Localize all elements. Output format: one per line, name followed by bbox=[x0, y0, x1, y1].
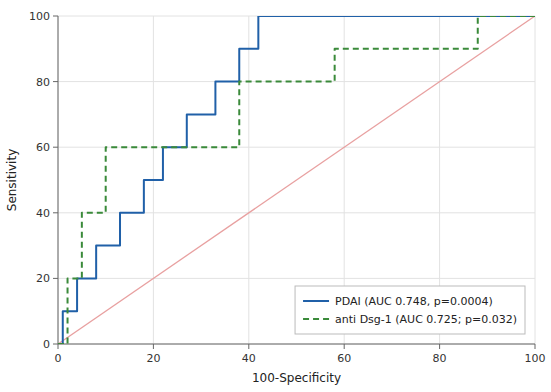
x-axis-line bbox=[58, 344, 535, 345]
chart: 0 20 40 60 80 100 0 20 40 60 80 100 100-Specificity S… bbox=[0, 0, 551, 392]
reference-line bbox=[58, 16, 535, 344]
x-axis-label: 100-Specificity bbox=[252, 371, 341, 385]
x-tick-label: 40 bbox=[242, 352, 256, 365]
x-tick bbox=[439, 344, 440, 349]
lines bbox=[58, 16, 535, 344]
x-tick-label: 80 bbox=[433, 352, 447, 365]
x-tick bbox=[344, 344, 345, 349]
x-tick bbox=[535, 344, 536, 349]
x-tick-label: 0 bbox=[55, 352, 62, 365]
y-tick-label: 60 bbox=[36, 141, 50, 154]
y-grid-line bbox=[58, 147, 535, 148]
grid bbox=[58, 16, 535, 344]
x-grid-line bbox=[535, 16, 536, 344]
y-tick bbox=[53, 16, 58, 17]
y-grid-line bbox=[58, 344, 535, 345]
y-tick bbox=[53, 81, 58, 82]
x-grid-line bbox=[58, 16, 59, 344]
y-tick-label: 20 bbox=[36, 272, 50, 285]
y-tick-label: 40 bbox=[36, 207, 50, 220]
x-tick-label: 60 bbox=[337, 352, 351, 365]
y-axis-label: Sensitivity bbox=[5, 149, 19, 211]
legend-box bbox=[295, 286, 525, 334]
legend-swatch bbox=[303, 318, 329, 320]
legend: PDAI (AUC 0.748, p=0.0004) anti Dsg-1 (AU… bbox=[295, 286, 525, 334]
y-tick bbox=[53, 212, 58, 213]
legend-label: PDAI (AUC 0.748, p=0.0004) bbox=[335, 295, 493, 308]
y-tick-label: 80 bbox=[36, 76, 50, 89]
legend-swatch bbox=[303, 300, 329, 302]
plot-area bbox=[58, 16, 535, 344]
y-tick-label: 0 bbox=[43, 338, 50, 351]
y-tick bbox=[53, 344, 58, 345]
series-line bbox=[58, 16, 535, 344]
series-line bbox=[58, 16, 535, 344]
y-tick-label: 100 bbox=[29, 10, 50, 23]
x-tick bbox=[58, 344, 59, 349]
x-tick-label: 20 bbox=[146, 352, 160, 365]
x-tick-label: 100 bbox=[525, 352, 546, 365]
y-axis-line bbox=[58, 16, 59, 344]
x-tick bbox=[153, 344, 154, 349]
y-tick bbox=[53, 278, 58, 279]
y-grid-line bbox=[58, 278, 535, 279]
x-grid-line bbox=[248, 16, 249, 344]
legend-label: anti Dsg-1 (AUC 0.725; p=0.032) bbox=[335, 313, 517, 326]
y-tick bbox=[53, 147, 58, 148]
x-tick bbox=[248, 344, 249, 349]
